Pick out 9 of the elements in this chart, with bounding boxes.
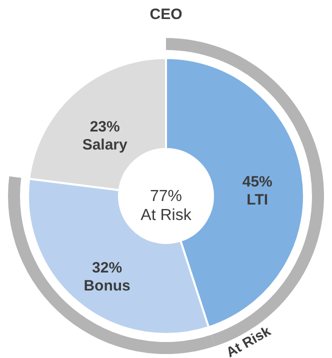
slice-label: Salary xyxy=(82,136,128,154)
text: 77% At Risk xyxy=(140,188,192,224)
data-label: 32% xyxy=(92,259,122,276)
slice-label: At Risk xyxy=(223,322,274,358)
chart-title: CEO xyxy=(150,6,183,23)
data-label: 23% xyxy=(90,118,120,136)
slice-label: LTI xyxy=(246,192,268,209)
data-label: 45% xyxy=(242,174,272,191)
slice-label: Bonus xyxy=(84,277,130,294)
